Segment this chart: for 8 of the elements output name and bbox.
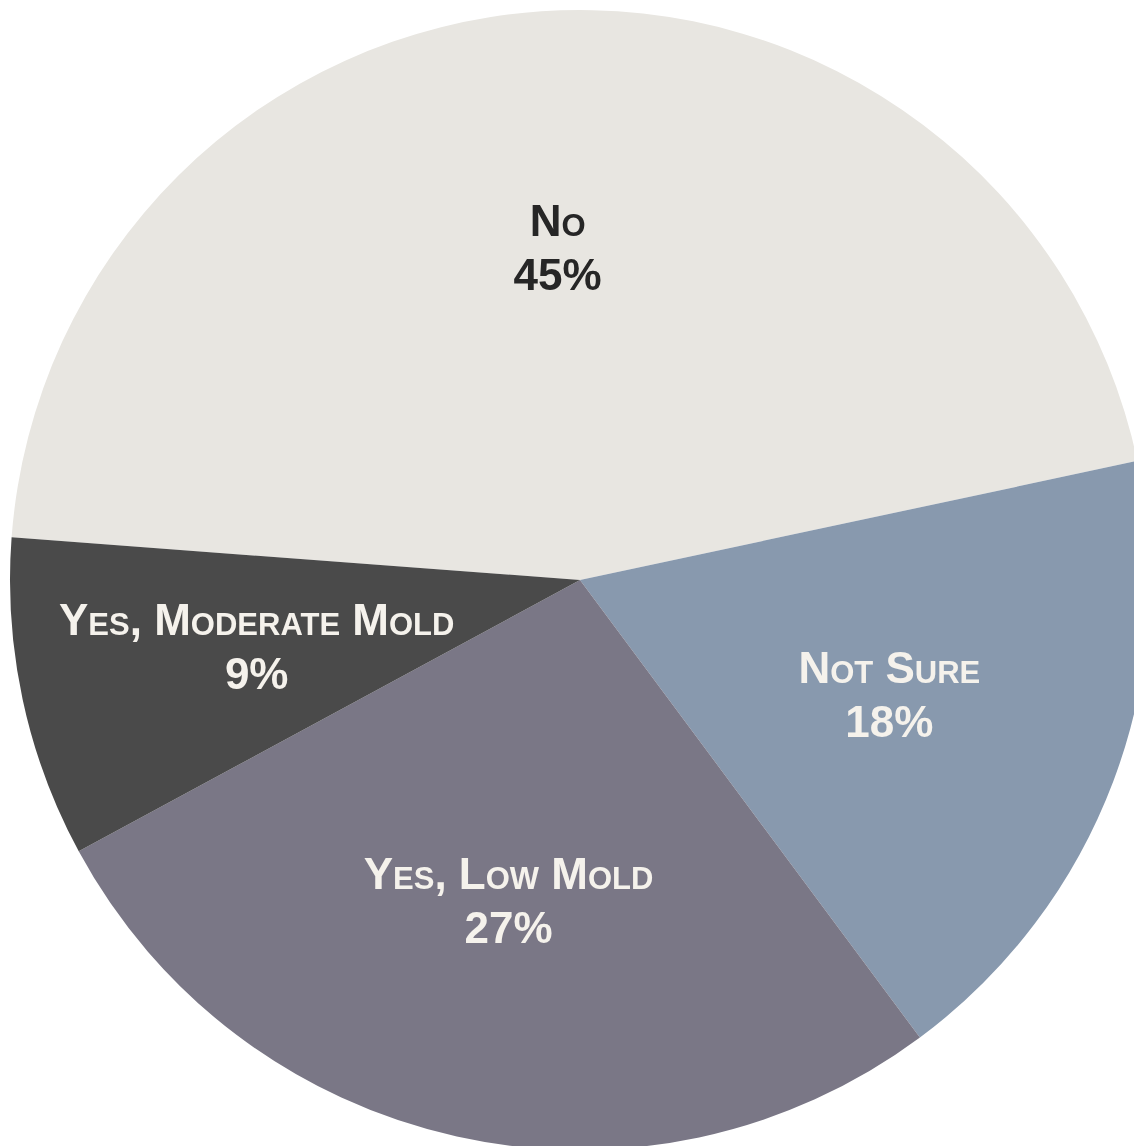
- data-label: 45%: [513, 250, 602, 300]
- data-label: 18%: [845, 696, 934, 746]
- slice-label: No: [529, 196, 586, 246]
- slice-label: Yes, Low Mold: [363, 848, 654, 898]
- data-label: 9%: [224, 649, 289, 699]
- slice-label: Not Sure: [798, 642, 981, 692]
- slice-label: Yes, Moderate Mold: [59, 595, 455, 645]
- data-label: 27%: [464, 902, 553, 952]
